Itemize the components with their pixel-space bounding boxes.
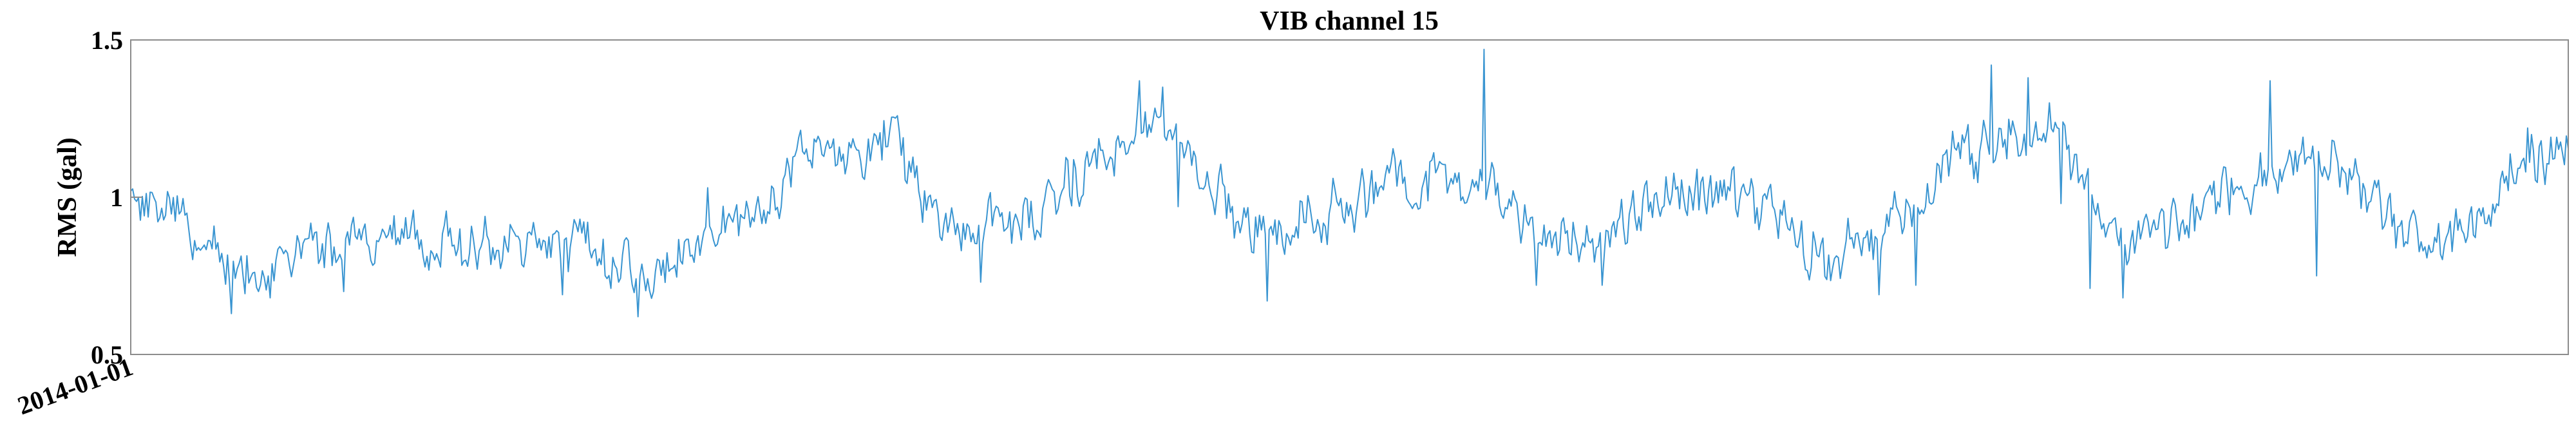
y-ticks: 0.5 1 1.5: [91, 26, 142, 369]
series-line: [130, 48, 2569, 318]
plot-background: [131, 40, 2568, 354]
series-layer: [130, 48, 2569, 318]
y-tick-label: 1: [110, 183, 123, 212]
y-axis-label: RMS (gal): [53, 137, 82, 256]
chart-title: VIB channel 15: [1260, 6, 1439, 36]
y-tick-label: 0.5: [91, 340, 123, 369]
x-tick-label: 2014-01-01: [14, 352, 137, 420]
x-ticks: 2014-01-01: [14, 352, 137, 420]
y-tick-label: 1.5: [91, 26, 123, 55]
